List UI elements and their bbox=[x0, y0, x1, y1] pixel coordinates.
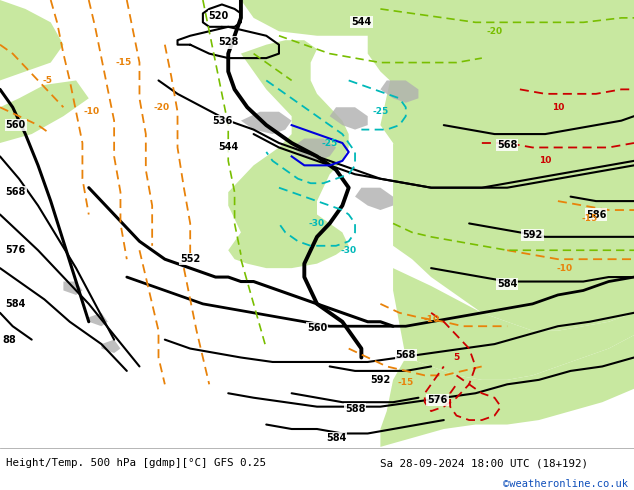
Text: 560: 560 bbox=[6, 120, 26, 130]
Text: -25: -25 bbox=[372, 107, 389, 116]
Polygon shape bbox=[89, 313, 108, 326]
Polygon shape bbox=[393, 268, 634, 380]
Polygon shape bbox=[101, 340, 120, 353]
Polygon shape bbox=[380, 335, 634, 447]
Text: 568: 568 bbox=[6, 187, 26, 197]
Polygon shape bbox=[380, 0, 634, 219]
Text: 520: 520 bbox=[209, 11, 229, 21]
Text: -15: -15 bbox=[398, 378, 414, 387]
Text: 5: 5 bbox=[453, 353, 460, 362]
Text: -10: -10 bbox=[423, 315, 439, 324]
Polygon shape bbox=[368, 0, 634, 116]
Text: 584: 584 bbox=[6, 299, 26, 309]
Polygon shape bbox=[330, 107, 368, 129]
Polygon shape bbox=[380, 80, 418, 103]
Text: 584: 584 bbox=[497, 279, 517, 289]
Text: Sa 28-09-2024 18:00 UTC (18+192): Sa 28-09-2024 18:00 UTC (18+192) bbox=[380, 458, 588, 468]
Text: -10: -10 bbox=[84, 107, 100, 116]
Polygon shape bbox=[292, 139, 336, 161]
Text: 576: 576 bbox=[6, 245, 26, 255]
Text: 592: 592 bbox=[370, 375, 391, 385]
Text: -10: -10 bbox=[556, 264, 573, 272]
Text: 588: 588 bbox=[345, 404, 365, 414]
Text: 10: 10 bbox=[552, 103, 564, 112]
Text: -15: -15 bbox=[581, 215, 598, 223]
Text: -30: -30 bbox=[340, 246, 357, 255]
Text: 568: 568 bbox=[497, 140, 517, 150]
Text: 528: 528 bbox=[218, 37, 238, 48]
Text: ©weatheronline.co.uk: ©weatheronline.co.uk bbox=[503, 479, 628, 489]
Polygon shape bbox=[317, 0, 634, 31]
Polygon shape bbox=[241, 112, 292, 134]
Polygon shape bbox=[266, 0, 456, 31]
Polygon shape bbox=[241, 0, 520, 36]
Polygon shape bbox=[0, 80, 89, 143]
Polygon shape bbox=[63, 282, 82, 295]
Text: 568: 568 bbox=[396, 350, 416, 360]
Text: 552: 552 bbox=[180, 254, 200, 264]
Text: 88: 88 bbox=[3, 335, 16, 344]
Polygon shape bbox=[228, 40, 349, 268]
Text: -5: -5 bbox=[42, 76, 53, 85]
Text: 10: 10 bbox=[539, 156, 552, 166]
Text: 592: 592 bbox=[522, 230, 543, 240]
Text: 560: 560 bbox=[307, 323, 327, 334]
Text: -30: -30 bbox=[309, 219, 325, 228]
Text: -20: -20 bbox=[486, 27, 503, 36]
Text: 584: 584 bbox=[326, 433, 346, 443]
Text: -20: -20 bbox=[153, 103, 170, 112]
Text: 586: 586 bbox=[586, 210, 606, 220]
Text: 576: 576 bbox=[427, 395, 448, 405]
Text: -25: -25 bbox=[321, 139, 338, 147]
Polygon shape bbox=[355, 188, 393, 210]
Polygon shape bbox=[0, 0, 63, 80]
Text: -15: -15 bbox=[115, 58, 132, 67]
Text: Height/Temp. 500 hPa [gdmp][°C] GFS 0.25: Height/Temp. 500 hPa [gdmp][°C] GFS 0.25 bbox=[6, 458, 266, 468]
Text: 536: 536 bbox=[212, 116, 232, 125]
Text: 544: 544 bbox=[218, 143, 238, 152]
Text: 544: 544 bbox=[351, 17, 372, 27]
Polygon shape bbox=[393, 143, 634, 331]
